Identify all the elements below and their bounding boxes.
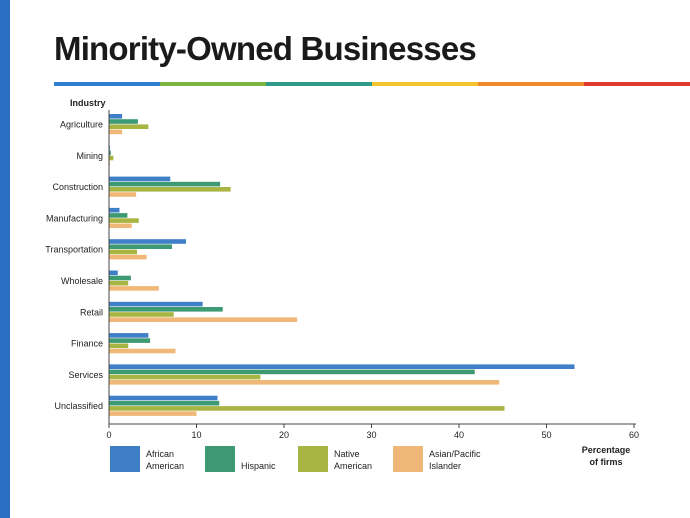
bar-services-4	[109, 380, 500, 385]
x-tick-label: 50	[541, 430, 551, 440]
bar-mining-3	[109, 155, 114, 161]
bar-retail-1	[109, 301, 203, 307]
bar-retail-3	[109, 312, 174, 317]
legend-label: Asian/Pacific	[429, 449, 481, 459]
bar-retail-2	[109, 307, 223, 312]
bar-construction-4	[109, 192, 137, 197]
bar-agriculture-1	[109, 114, 123, 119]
legend-swatch	[393, 446, 423, 472]
x-tick-label: 10	[191, 430, 201, 440]
bar-wholesale-2	[109, 275, 131, 281]
bar-wholesale-3	[109, 280, 129, 286]
legend-swatch	[110, 446, 140, 472]
bar-agriculture-3	[109, 124, 149, 129]
category-label: Transportation	[45, 245, 103, 255]
stripe-segment	[160, 82, 266, 86]
bar-manufacturing-1	[109, 207, 120, 213]
stripe-segment	[372, 82, 478, 86]
bar-unclassified-4	[109, 411, 197, 416]
x-axis-title-line2: of firms	[589, 457, 622, 467]
legend-label: Hispanic	[241, 461, 276, 471]
bar-unclassified-1	[109, 395, 218, 401]
x-ticks: 0 10 20 30 40 50 60	[106, 424, 639, 440]
x-tick-label: 30	[366, 430, 376, 440]
category-label: Finance	[71, 339, 103, 349]
category-label: Agriculture	[60, 120, 103, 130]
bar-finance-1	[109, 333, 149, 338]
legend-swatch	[205, 446, 235, 472]
bar-transportation-3	[109, 249, 137, 255]
stripe-segment	[266, 82, 372, 86]
bar-unclassified-2	[109, 400, 220, 406]
legend: African American Hispanic Native American Asi…	[110, 446, 481, 472]
page-title: Minority-Owned Businesses	[54, 30, 477, 67]
category-label: Wholesale	[61, 276, 103, 286]
x-tick-label: 40	[454, 430, 464, 440]
bar-transportation-2	[109, 244, 172, 249]
bar-services-3	[109, 374, 261, 380]
bar-services-1	[109, 364, 575, 369]
bar-manufacturing-2	[109, 213, 128, 218]
bar-transportation-1	[109, 239, 186, 244]
x-axis-title-line1: Percentage	[582, 445, 631, 455]
x-tick-label: 20	[279, 430, 289, 440]
bar-manufacturing-3	[109, 218, 139, 223]
stripe-segment	[478, 82, 584, 86]
y-axis-title: Industry	[70, 98, 106, 108]
bar-services-2	[109, 369, 475, 375]
legend-label: American	[146, 461, 184, 471]
stripe-segment	[584, 82, 690, 86]
category-label: Retail	[80, 307, 103, 317]
bar-transportation-4	[109, 254, 147, 260]
legend-label: Islander	[429, 461, 461, 471]
x-tick-label: 0	[106, 430, 111, 440]
legend-swatch	[298, 446, 328, 472]
category-label: Manufacturing	[46, 213, 103, 223]
bar-agriculture-4	[109, 129, 123, 135]
category-label: Services	[68, 370, 103, 380]
bar-agriculture-2	[109, 119, 138, 124]
bar-construction-2	[109, 181, 221, 187]
bar-construction-1	[109, 176, 171, 182]
bar-retail-4	[109, 317, 298, 322]
bar-finance-4	[109, 348, 176, 354]
category-label: Unclassified	[54, 401, 103, 411]
bar-unclassified-3	[109, 406, 505, 411]
category-label: Mining	[76, 151, 103, 161]
bar-finance-2	[109, 338, 151, 343]
stripe-segment	[54, 82, 160, 86]
category-label: Construction	[52, 182, 103, 192]
bar-wholesale-1	[109, 270, 118, 276]
legend-label: American	[334, 461, 372, 471]
left-accent-bar	[0, 0, 10, 518]
legend-label: Native	[334, 449, 360, 459]
bar-wholesale-4	[109, 286, 159, 291]
bar-construction-3	[109, 187, 231, 192]
bar-finance-3	[109, 343, 129, 349]
bar-manufacturing-4	[109, 223, 132, 229]
bars-layer	[109, 114, 575, 416]
title-underline-stripe	[54, 82, 690, 86]
category-labels: Agriculture Mining Construction Manufacturi…	[45, 120, 103, 412]
bar-mining-2	[109, 150, 111, 156]
x-tick-label: 60	[629, 430, 639, 440]
legend-label: African	[146, 449, 174, 459]
